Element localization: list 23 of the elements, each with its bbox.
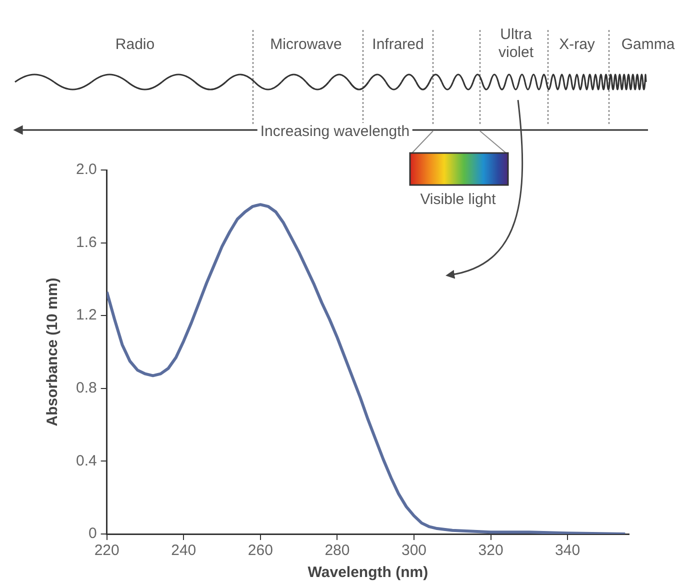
y-tick-label: 1.6 xyxy=(76,234,97,251)
annotation: Visible light xyxy=(420,191,496,209)
text: X-ray xyxy=(559,36,595,54)
x-tick-label: 220 xyxy=(94,542,120,560)
text: Infrared xyxy=(372,36,424,54)
y-tick-label: 0.4 xyxy=(76,452,97,470)
x-tick-label: 320 xyxy=(478,542,504,560)
text: Gamma xyxy=(621,36,675,54)
y-tick-label: 0 xyxy=(88,525,97,542)
x-tick-label: 240 xyxy=(171,542,196,560)
y-axis-title: Absorbance (10 mm) xyxy=(44,278,62,426)
x-tick-label: 280 xyxy=(324,542,350,560)
y-tick-label: 2.0 xyxy=(76,161,97,178)
y-tick-label: 0.8 xyxy=(76,380,97,397)
x-tick-label: 300 xyxy=(401,542,427,560)
x-tick-label: 340 xyxy=(555,542,580,560)
x-tick-label: 260 xyxy=(248,542,273,560)
y-tick-label: 1.2 xyxy=(76,306,97,324)
text: Microwave xyxy=(270,36,342,54)
text: Increasing wavelength xyxy=(257,123,413,141)
x-axis-title: Wavelength (nm) xyxy=(308,564,428,582)
text: Radio xyxy=(115,36,155,54)
text: Ultra violet xyxy=(491,26,541,62)
